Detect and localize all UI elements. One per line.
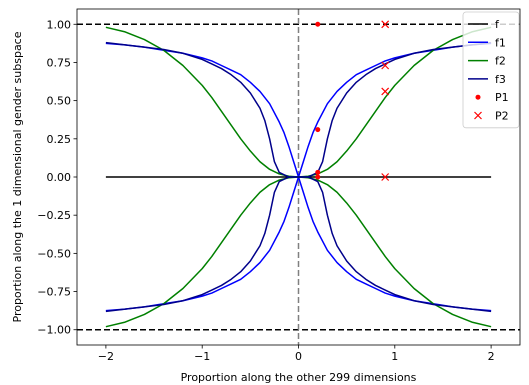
- marker-P1-1: [315, 127, 321, 133]
- y-tick-label-1: −0.75: [37, 286, 71, 299]
- y-tick-label-0: −1.00: [37, 324, 71, 337]
- series-line-f2-branch-2: [298, 176, 492, 328]
- legend-label-P1: P1: [495, 91, 509, 104]
- y-tick-label-7: 0.75: [47, 56, 72, 69]
- series-line-f2-branch-1: [105, 26, 299, 178]
- marker-P2-0-stroke-b: [381, 20, 390, 29]
- x-tick-label-0: −2: [98, 350, 114, 363]
- legend-label-P2: P2: [495, 110, 509, 123]
- legend-handle-P2-b: [474, 111, 482, 120]
- y-tick-label-4: 0.00: [47, 171, 72, 184]
- legend-box: [462, 11, 520, 129]
- series-line-f3-branch-0: [298, 41, 492, 178]
- y-axis-label: Proportion along the 1 dimensional gende…: [11, 31, 24, 322]
- legend-handle-P2: [474, 111, 482, 120]
- x-tick-label-1: −1: [194, 350, 210, 363]
- marker-P2-3: [381, 173, 390, 181]
- y-tick-label-6: 0.50: [47, 95, 72, 108]
- legend-label-f: f: [495, 18, 500, 31]
- marker-P2-0: [381, 20, 390, 29]
- marker-P2-2-stroke-b: [381, 87, 390, 96]
- marker-P1-3: [315, 174, 321, 180]
- x-tick-label-3: 1: [391, 350, 398, 363]
- axes: −2 −1 0 1 2 −1.00 −0.75 −0.50 −0.25 0.00 0.25 0.50 0…: [37, 18, 494, 363]
- marker-P2-2: [381, 87, 390, 96]
- legend: f f1 f2 f3 P1 P2: [462, 11, 520, 129]
- marker-P2-1: [381, 61, 390, 70]
- y-tick-label-3: −0.25: [37, 209, 71, 222]
- series-line-f3-branch-2: [298, 176, 492, 313]
- marker-P1-0: [315, 21, 321, 27]
- y-tick-label-8: 1.00: [47, 18, 72, 31]
- legend-label-f3: f3: [495, 73, 506, 86]
- legend-label-f2: f2: [495, 55, 506, 68]
- plot-area: [77, 9, 520, 345]
- x-axis-label: Proportion along the other 299 dimension…: [181, 371, 417, 384]
- marker-P2-3-stroke-b: [381, 173, 390, 181]
- x-tick-label-2: 0: [295, 350, 302, 363]
- y-tick-label-2: −0.50: [37, 247, 71, 260]
- series-line-f2-branch-3: [105, 176, 299, 328]
- x-tick-label-4: 2: [488, 350, 495, 363]
- marker-P2-1-stroke-b: [381, 61, 390, 70]
- marker-P1-2: [315, 169, 321, 175]
- legend-handle-P1: [475, 94, 481, 100]
- y-tick-label-5: 0.25: [47, 133, 72, 146]
- series-line-f2-branch-0: [298, 26, 492, 178]
- legend-label-f1: f1: [495, 36, 506, 49]
- series-line-f3-branch-1: [105, 41, 299, 178]
- series-line-f3-branch-3: [105, 176, 299, 313]
- plot-clipped-group: [77, 9, 520, 345]
